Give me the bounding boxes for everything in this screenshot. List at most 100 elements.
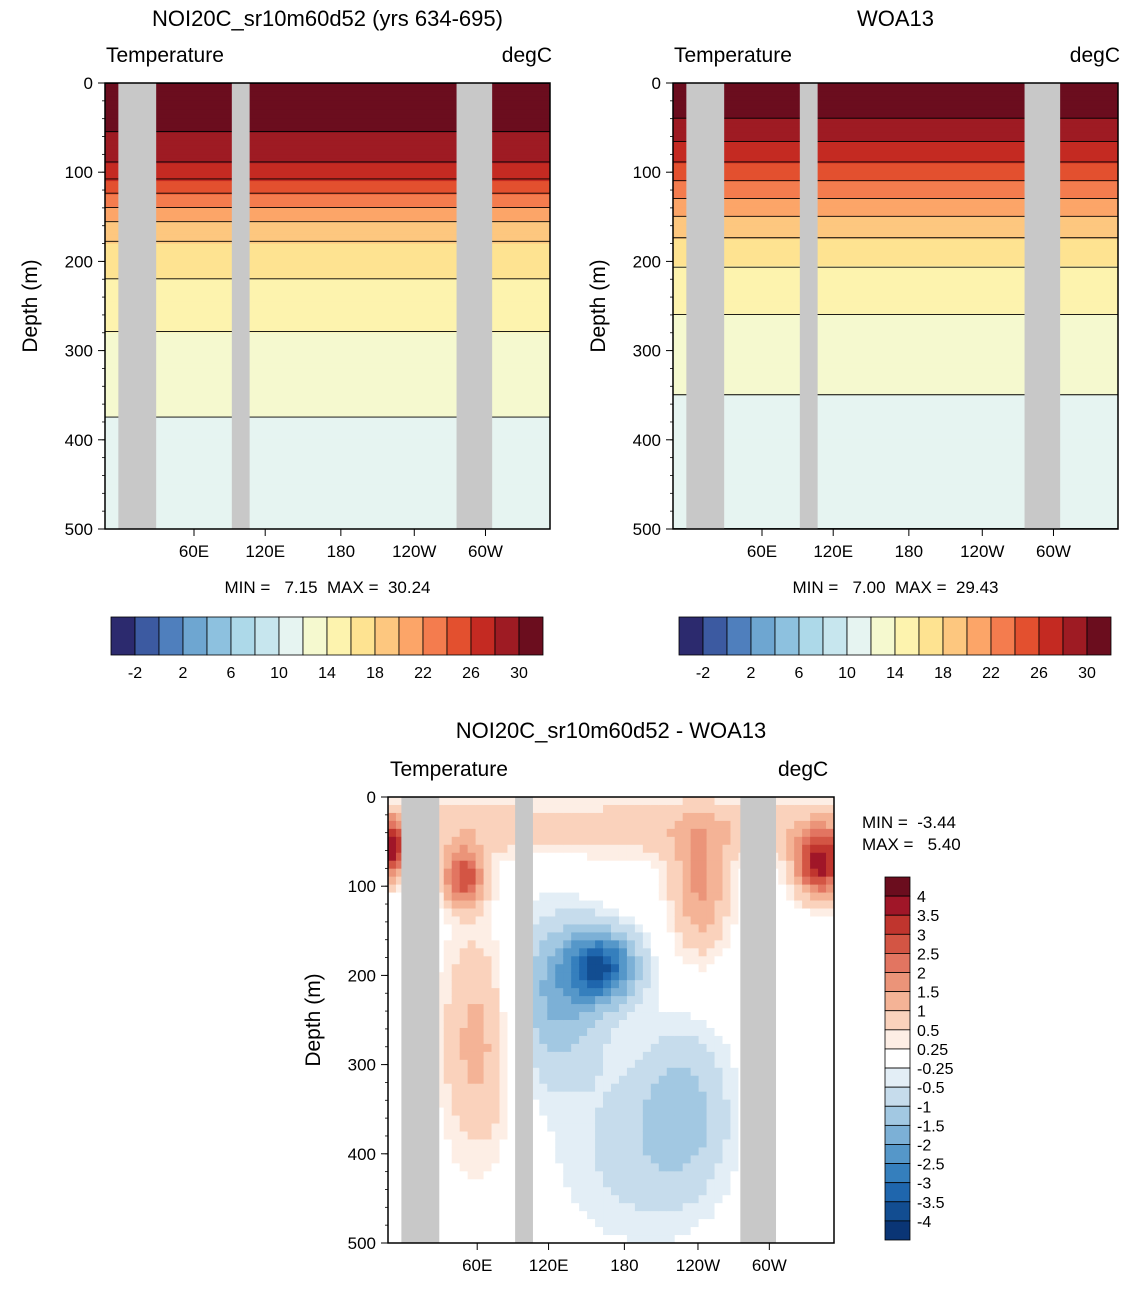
field-cell: [642, 844, 652, 854]
field-cell: [658, 1131, 668, 1140]
field-cell: [818, 852, 827, 862]
field-cell: [531, 980, 540, 989]
field-band: [105, 216, 550, 222]
field-cell: [475, 1187, 485, 1196]
field-cell: [595, 1195, 604, 1204]
field-cell: [499, 868, 508, 878]
field-cell: [682, 972, 692, 981]
colorbar-swatch: [422, 616, 448, 656]
field-band: [105, 314, 550, 320]
field-cell: [443, 1179, 453, 1188]
field-cell: [435, 1115, 445, 1125]
field-cell: [618, 972, 628, 981]
field-cell: [555, 900, 564, 909]
field-cell: [698, 1115, 708, 1125]
field-cell: [690, 1155, 700, 1164]
field-cell: [658, 1227, 668, 1236]
field-cell: [666, 1139, 676, 1148]
field-cell: [483, 972, 493, 981]
field-cell: [547, 876, 556, 886]
field-cell: [539, 980, 548, 989]
field-cell: [539, 988, 548, 997]
field-cell: [682, 1067, 692, 1077]
field-cell: [483, 1171, 493, 1180]
field-cell: [658, 1059, 668, 1069]
field-cell: [435, 1147, 445, 1156]
field-cell: [571, 916, 580, 925]
colorbar-swatch: [884, 972, 911, 993]
field-cell: [475, 836, 485, 846]
field-cell: [730, 1051, 739, 1061]
field-cell: [531, 1115, 540, 1125]
field-cell: [579, 1219, 588, 1228]
field-cell: [634, 1139, 644, 1148]
field-cell: [388, 1131, 397, 1140]
field-cell: [507, 1012, 516, 1021]
field-cell: [642, 988, 652, 997]
field-cell: [539, 1012, 548, 1021]
field-cell: [579, 1091, 588, 1101]
field-cell: [690, 1059, 700, 1069]
field-cell: [443, 1163, 453, 1172]
field-cell: [491, 1012, 500, 1021]
field-cell: [730, 1043, 739, 1053]
field-cell: [491, 1155, 500, 1164]
field-cell: [666, 1059, 676, 1069]
colorbar-label: 26: [462, 665, 480, 682]
field-cell: [794, 1099, 803, 1109]
field-cell: [579, 1139, 588, 1148]
field-cell: [818, 1012, 827, 1021]
field-cell: [714, 1091, 723, 1101]
field-cell: [666, 1171, 676, 1180]
field-cell: [658, 932, 668, 941]
field-cell: [595, 1219, 604, 1228]
land-mask: [401, 797, 440, 1243]
field-cell: [555, 1099, 564, 1109]
field-cell: [395, 1123, 405, 1132]
field-cell: [682, 892, 692, 902]
field-cell: [531, 900, 540, 909]
field-cell: [531, 1059, 540, 1069]
field-cell: [571, 1107, 580, 1117]
field-cell: [634, 1083, 644, 1093]
field-cell: [626, 860, 636, 870]
field-cell: [587, 1051, 596, 1061]
field-cell: [587, 1035, 596, 1045]
field-cell: [682, 884, 692, 894]
field-cell: [435, 836, 445, 846]
field-cell: [459, 900, 469, 909]
field-cell: [618, 956, 628, 965]
field-cell: [714, 1004, 723, 1013]
field-cell: [650, 876, 660, 886]
field-cell: [443, 1123, 453, 1132]
field-cell: [818, 820, 827, 830]
field-cell: [483, 1235, 493, 1244]
field-band: [673, 212, 1118, 218]
field-cell: [587, 804, 596, 814]
field-cell: [826, 836, 835, 846]
field-cell: [451, 1012, 461, 1021]
field-cell: [714, 1115, 723, 1125]
field-cell: [818, 1059, 827, 1069]
field-cell: [786, 892, 795, 902]
field-cell: [603, 996, 612, 1005]
field-cell: [579, 908, 588, 917]
colorbar-label: -2.5: [917, 1157, 945, 1174]
field-cell: [451, 948, 461, 957]
field-band: [105, 346, 550, 352]
field-cell: [451, 1091, 461, 1101]
field-cell: [690, 964, 700, 973]
field-cell: [690, 932, 700, 941]
field-cell: [459, 988, 469, 997]
field-cell: [499, 972, 508, 981]
field-band: [105, 123, 550, 129]
field-cell: [698, 1203, 708, 1212]
field-band: [673, 404, 1118, 410]
field-cell: [555, 948, 564, 957]
field-cell: [491, 1051, 500, 1061]
field-cell: [459, 1235, 469, 1244]
field-cell: [547, 980, 556, 989]
field-cell: [459, 1075, 469, 1085]
field-cell: [595, 1115, 604, 1125]
field-cell: [547, 1107, 556, 1117]
